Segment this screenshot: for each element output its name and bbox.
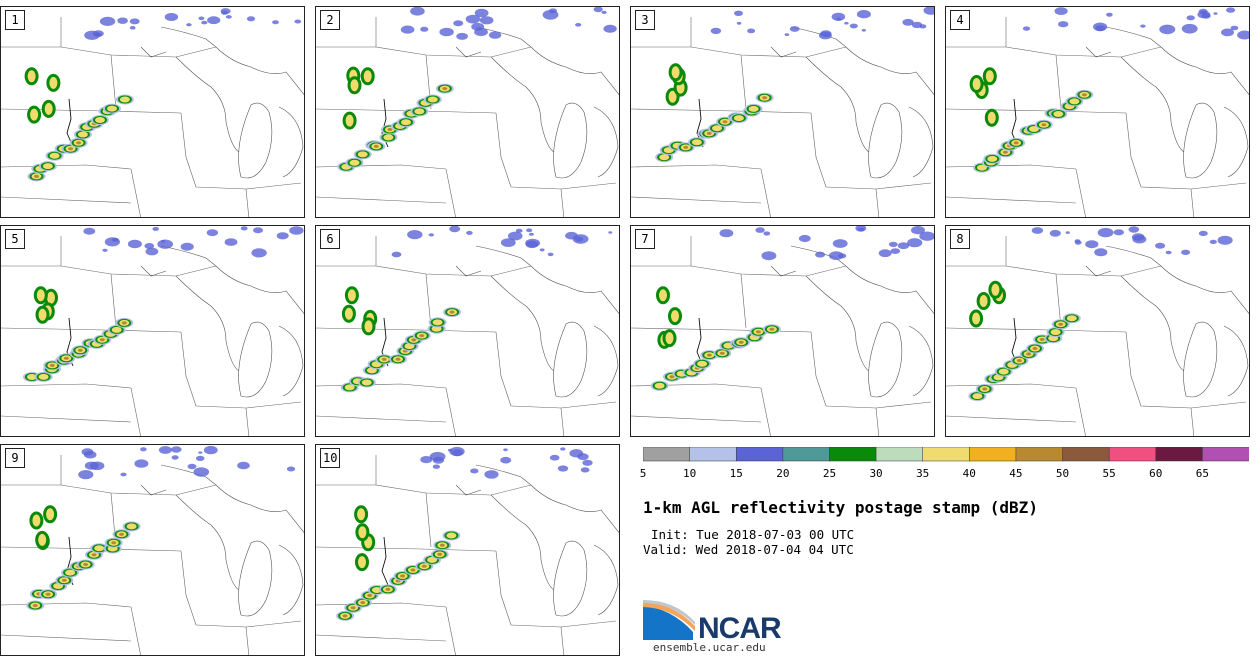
- colorbar-segment: [922, 447, 971, 462]
- ncar-logo-text: NCAR: [698, 612, 782, 645]
- colorbar-segment: [1202, 447, 1249, 462]
- colorbar-tick-label: 20: [776, 467, 790, 480]
- panel-number: 3: [635, 10, 655, 30]
- ncar-logo-icon: [643, 600, 695, 640]
- ensemble-member-panel: 1: [0, 6, 305, 218]
- ensemble-member-panel: 3: [630, 6, 935, 218]
- colorbar-segment: [1108, 447, 1157, 462]
- colorbar-segment: [643, 447, 691, 462]
- figure-title: 1-km AGL reflectivity postage stamp (dBZ…: [643, 498, 1038, 517]
- valid-time: Valid: Wed 2018-07-04 04 UTC: [643, 542, 854, 557]
- colorbar-tick-label: 10: [682, 467, 697, 480]
- panel-number: 9: [5, 448, 25, 468]
- panel-number: 8: [950, 229, 970, 249]
- ensemble-member-panel: 7: [630, 225, 935, 437]
- panel-number: 6: [320, 229, 340, 249]
- ensemble-member-panel: 5: [0, 225, 305, 437]
- colorbar-segment: [1015, 447, 1064, 462]
- colorbar-segment: [875, 447, 924, 462]
- panel-number: 7: [635, 229, 655, 249]
- colorbar-segment: [969, 447, 1017, 462]
- colorbar-tick-label: 50: [1055, 467, 1070, 480]
- colorbar-tick-label: 60: [1149, 467, 1163, 480]
- ensemble-member-panel: 4: [945, 6, 1250, 218]
- panel-number: 4: [950, 10, 970, 30]
- colorbar-segment: [782, 447, 831, 462]
- panel-number: 2: [320, 10, 340, 30]
- colorbar-tick-label: 55: [1102, 467, 1116, 480]
- panel-number: 5: [5, 229, 25, 249]
- colorbar-segment: [829, 447, 877, 462]
- colorbar-tick-label: 40: [962, 467, 976, 480]
- panel-number: 10: [320, 448, 341, 468]
- colorbar-segment: [1062, 447, 1110, 462]
- ensemble-member-panel: 6: [315, 225, 620, 437]
- ensemble-member-panel: 8: [945, 225, 1250, 437]
- colorbar-tick-label: 65: [1195, 467, 1209, 480]
- init-time: Init: Tue 2018-07-03 00 UTC: [651, 527, 855, 542]
- logo-url: ensemble.ucar.edu: [653, 641, 766, 654]
- colorbar-segment: [1155, 447, 1204, 462]
- ensemble-member-panel: 2: [315, 6, 620, 218]
- reflectivity-colorbar: [643, 447, 1249, 462]
- colorbar-segment: [689, 447, 737, 462]
- colorbar-tick-label: 35: [916, 467, 930, 480]
- colorbar-tick-label: 30: [869, 467, 883, 480]
- panel-number: 1: [5, 10, 25, 30]
- colorbar-segment: [735, 447, 784, 462]
- colorbar-tick-label: 15: [729, 467, 743, 480]
- ensemble-member-panel: 10: [315, 444, 620, 656]
- colorbar-tick-label: 25: [822, 467, 837, 480]
- colorbar-tick-label: 5: [639, 467, 647, 480]
- ensemble-member-panel: 9: [0, 444, 305, 656]
- colorbar-tick-label: 45: [1009, 467, 1023, 480]
